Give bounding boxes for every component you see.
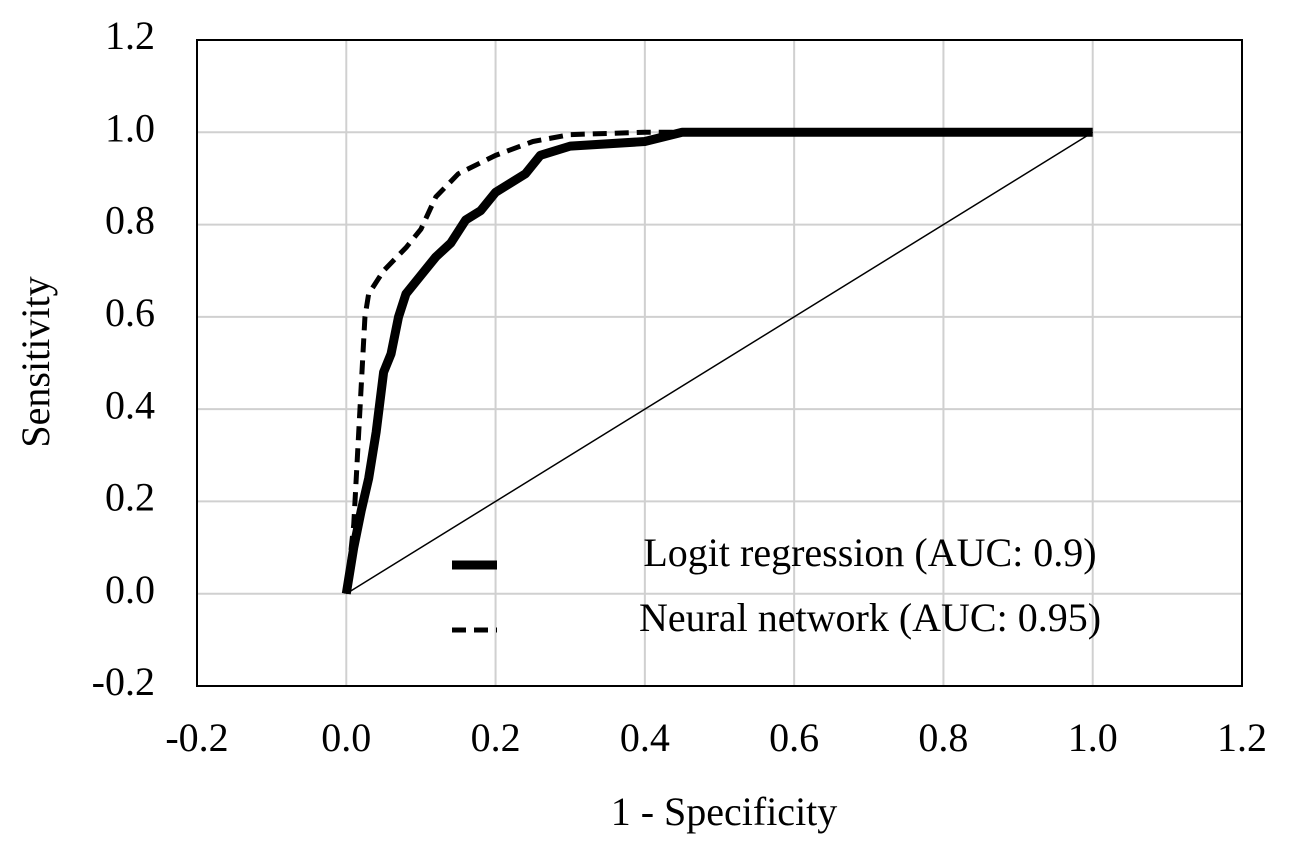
y-tick-label: 0.4 — [105, 382, 155, 427]
legend-label: Neural network (AUC: 0.95) — [639, 595, 1101, 640]
x-tick-label: 1.2 — [1217, 715, 1267, 760]
y-tick-label: 1.2 — [105, 13, 155, 58]
y-tick-label: 0.2 — [105, 475, 155, 520]
series-line — [341, 127, 1093, 595]
x-tick-label: 0.4 — [620, 715, 670, 760]
x-tick-label: 0.6 — [769, 715, 819, 760]
x-tick-label: 0.8 — [918, 715, 968, 760]
y-tick-label: 0.0 — [105, 567, 155, 612]
x-tick-label: 0.2 — [471, 715, 521, 760]
y-tick-label: -0.2 — [92, 659, 155, 704]
y-axis-title: Sensitivity — [13, 276, 58, 447]
legend-label: Logit regression (AUC: 0.9) — [643, 530, 1096, 575]
x-tick-label: -0.2 — [165, 715, 228, 760]
y-tick-label: 1.0 — [105, 105, 155, 150]
series-line — [343, 129, 1093, 594]
x-tick-label: 1.0 — [1068, 715, 1118, 760]
x-axis-title: 1 - Specificity — [611, 789, 838, 834]
series-line — [345, 131, 1094, 595]
y-tick-label: 0.6 — [105, 290, 155, 335]
x-tick-label: 0.0 — [321, 715, 371, 760]
plot-border — [196, 39, 1243, 687]
y-tick-label: 0.8 — [105, 198, 155, 243]
